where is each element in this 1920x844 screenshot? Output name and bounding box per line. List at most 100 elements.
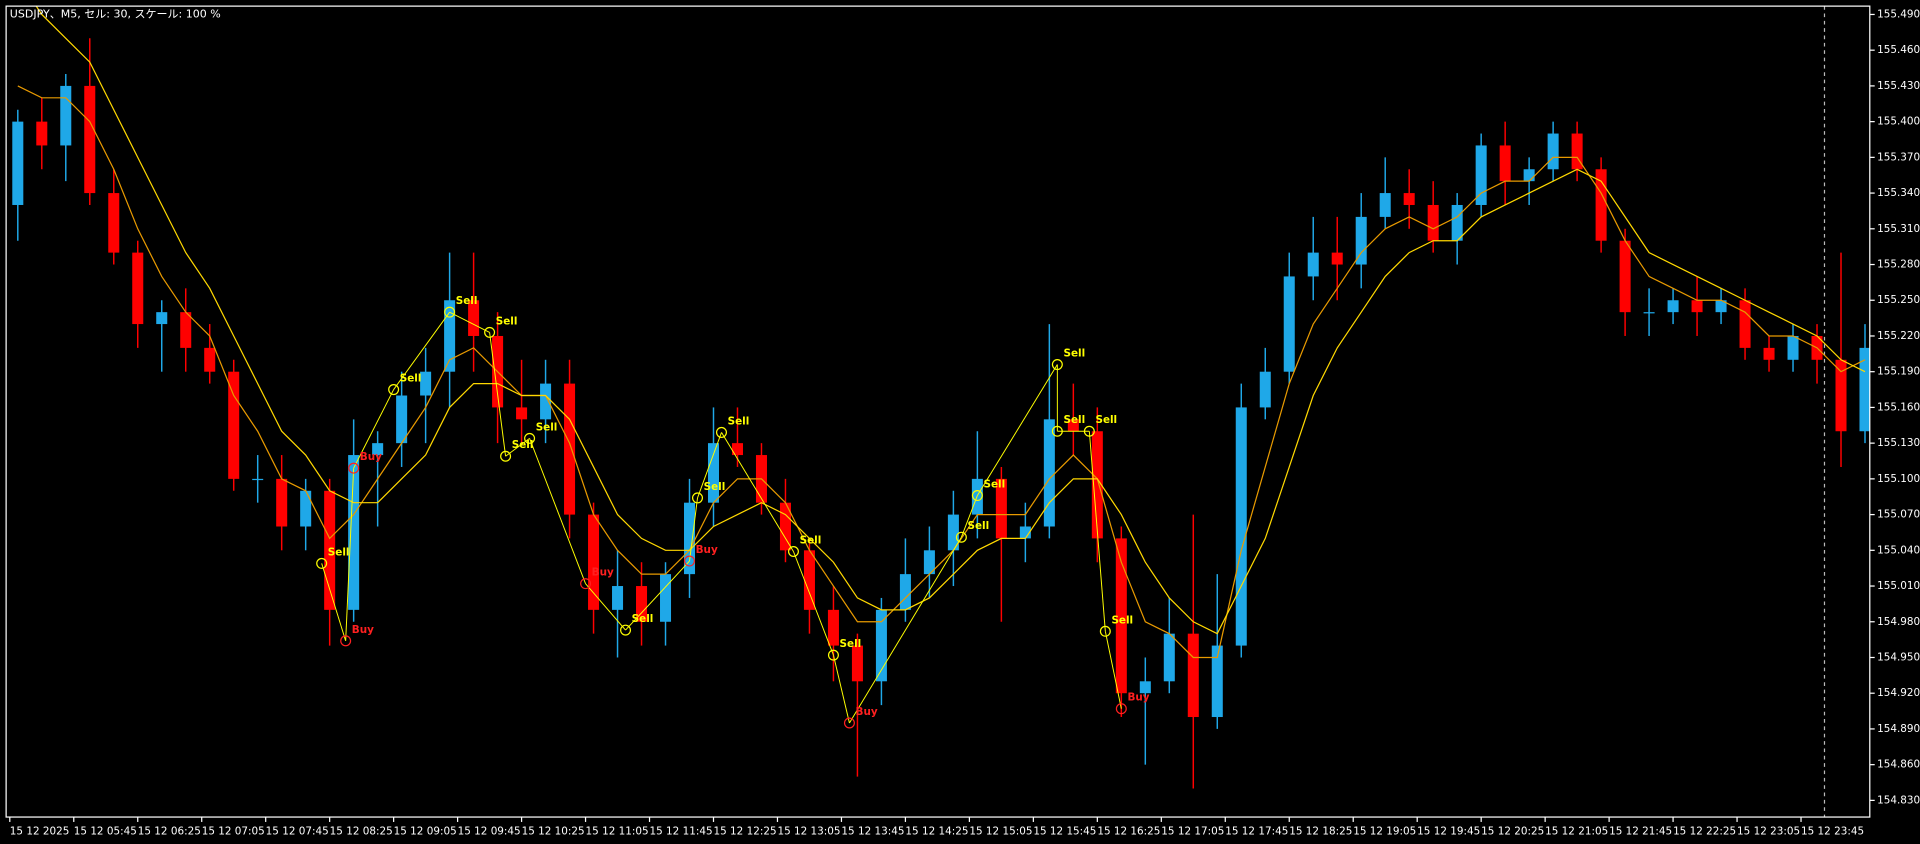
x-tick-label: 15 12 07:05 — [202, 826, 265, 838]
signal-label: Buy — [352, 624, 374, 636]
candle-body — [923, 550, 935, 575]
candle-body — [899, 574, 911, 610]
candle-body — [827, 609, 839, 646]
signal-marker — [1115, 703, 1127, 715]
candle-body — [108, 193, 120, 253]
x-tick-label: 15 12 11:05 — [586, 826, 649, 838]
signal-link — [353, 389, 395, 469]
signal-label: Sell — [984, 479, 1006, 491]
candle-body — [1307, 252, 1319, 277]
candle-body — [36, 121, 48, 146]
signal-link — [976, 364, 1058, 496]
x-tick-label: 15 12 21:45 — [1609, 826, 1672, 838]
signal-marker — [715, 426, 728, 438]
candle-body — [731, 443, 743, 456]
y-tick-label: 155.250 — [1877, 294, 1920, 306]
x-tick-label: 15 12 20:25 — [1481, 826, 1544, 838]
signal-label: Buy — [856, 706, 878, 718]
signal-link — [393, 311, 451, 390]
x-tick-label: 15 12 15:05 — [969, 826, 1032, 838]
candle-body — [636, 586, 648, 622]
signal-link — [697, 432, 722, 499]
signal-label: Sell — [512, 439, 534, 451]
signal-marker — [843, 717, 855, 729]
signal-label: Sell — [632, 613, 654, 625]
signal-link — [321, 563, 347, 641]
ma-line — [17, 85, 1866, 659]
y-tick-label: 155.460 — [1877, 44, 1920, 56]
x-tick-label: 15 12 22:25 — [1673, 826, 1736, 838]
signal-marker — [827, 649, 839, 661]
candle-body — [1739, 300, 1751, 348]
y-tick-label: 155.340 — [1877, 187, 1920, 199]
x-tick-label: 15 12 10:25 — [522, 826, 585, 838]
signal-link — [721, 432, 794, 552]
candle-body — [1571, 133, 1583, 170]
signal-marker — [316, 557, 328, 569]
signal-label: Sell — [728, 415, 750, 427]
candle-body — [1763, 347, 1775, 360]
signal-link — [832, 654, 850, 724]
signal-marker — [484, 326, 496, 338]
signal-marker — [683, 555, 696, 567]
y-tick-label: 155.190 — [1877, 366, 1920, 378]
plot-border — [5, 5, 1871, 818]
candle-body — [1547, 133, 1559, 170]
candle-body — [1187, 633, 1199, 718]
y-tick-label: 155.280 — [1877, 259, 1920, 271]
candle-body — [1859, 347, 1870, 432]
candle-body — [1283, 276, 1295, 372]
x-tick-label: 15 12 11:45 — [650, 826, 713, 838]
y-tick-label: 155.130 — [1877, 437, 1920, 449]
candle-body — [396, 395, 408, 444]
y-tick-label: 154.890 — [1877, 723, 1920, 735]
signal-label: Sell — [800, 534, 822, 546]
y-tick-label: 155.010 — [1877, 580, 1920, 592]
signal-marker — [1051, 425, 1063, 437]
candle-body — [612, 586, 624, 610]
signal-marker — [388, 384, 400, 396]
signal-marker — [580, 578, 592, 590]
x-tick-label: 15 12 13:05 — [777, 826, 840, 838]
signal-label: Sell — [1095, 414, 1117, 426]
candle-body — [1451, 204, 1463, 241]
candle-body — [1667, 300, 1679, 313]
x-tick-label: 15 12 16:25 — [1097, 826, 1160, 838]
x-tick-label: 15 12 07:45 — [266, 826, 329, 838]
y-tick-label: 155.430 — [1877, 80, 1920, 92]
signal-marker — [348, 462, 360, 474]
x-tick-label: 15 12 19:45 — [1417, 826, 1480, 838]
candle-body — [60, 85, 72, 146]
candle-body — [372, 443, 384, 456]
candle-body — [1379, 193, 1391, 217]
candle-body — [468, 300, 480, 336]
x-tick-label: 15 12 19:05 — [1353, 826, 1416, 838]
y-tick-label: 154.950 — [1877, 651, 1920, 663]
candle-body — [779, 502, 791, 551]
candle-body — [1595, 169, 1607, 241]
signal-label: Buy — [696, 544, 718, 556]
candle-body — [588, 514, 600, 610]
candle-body — [1475, 145, 1487, 205]
candle-body — [1403, 193, 1415, 205]
candle-body — [1715, 300, 1727, 313]
candle-body — [1331, 252, 1343, 265]
x-tick-label: 15 12 2025 — [10, 826, 70, 838]
candle-body — [1115, 538, 1127, 694]
x-tick-label: 15 12 09:05 — [394, 826, 457, 838]
candle-body — [1787, 335, 1799, 360]
signal-link — [449, 311, 490, 333]
candle-body — [660, 574, 672, 622]
signal-marker — [340, 635, 352, 647]
candle-body — [1691, 300, 1703, 313]
candle-body — [1355, 216, 1367, 265]
candle-body — [1259, 371, 1271, 408]
candle-body — [300, 490, 312, 527]
y-tick-label: 154.980 — [1877, 616, 1920, 628]
signal-link — [529, 438, 587, 584]
signal-label: Sell — [1063, 348, 1085, 360]
signal-marker — [691, 492, 704, 504]
